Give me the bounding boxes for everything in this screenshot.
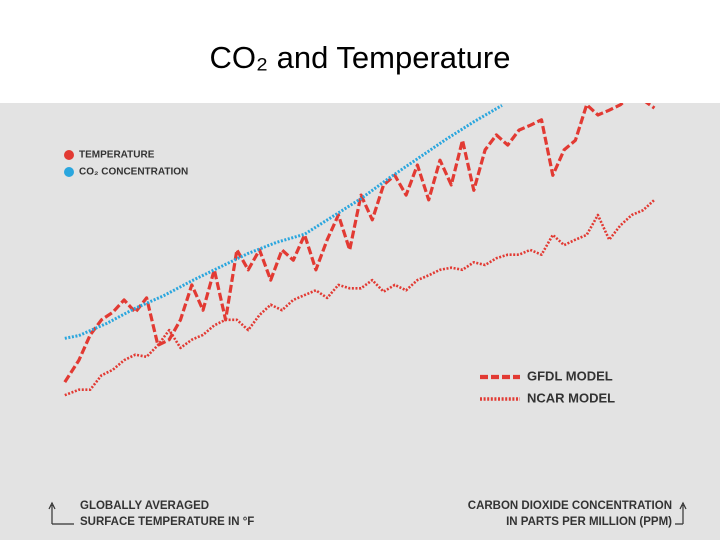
series-line xyxy=(63,103,656,383)
y-axis-label: GLOBALLY AVERAGED xyxy=(80,500,209,512)
labels: TEMPERATURE CO₂ CONCENTRATION GFDL MODEL NC… xyxy=(48,150,687,528)
legend-label: TEMPERATURE xyxy=(79,150,155,161)
series-line xyxy=(64,104,503,340)
chart-background xyxy=(0,103,720,540)
plot-area xyxy=(63,103,656,397)
y2-axis-label: CARBON DIOXIDE CONCENTRATION xyxy=(468,500,672,512)
legend-swatch xyxy=(64,150,74,160)
axis-arrow xyxy=(675,501,687,525)
legend-label: NCAR MODEL xyxy=(527,390,615,405)
legend-swatch xyxy=(64,167,74,177)
slide-title: CO₂ and Temperature xyxy=(210,40,511,75)
y-axis-label: SURFACE TEMPERATURE IN °F xyxy=(80,516,254,528)
legend-label: CO₂ CONCENTRATION xyxy=(79,167,188,178)
series-line xyxy=(64,198,656,397)
axis-arrow xyxy=(48,501,74,525)
y2-axis-label: IN PARTS PER MILLION (PPM) xyxy=(506,516,672,528)
legend-label: GFDL MODEL xyxy=(527,368,613,383)
